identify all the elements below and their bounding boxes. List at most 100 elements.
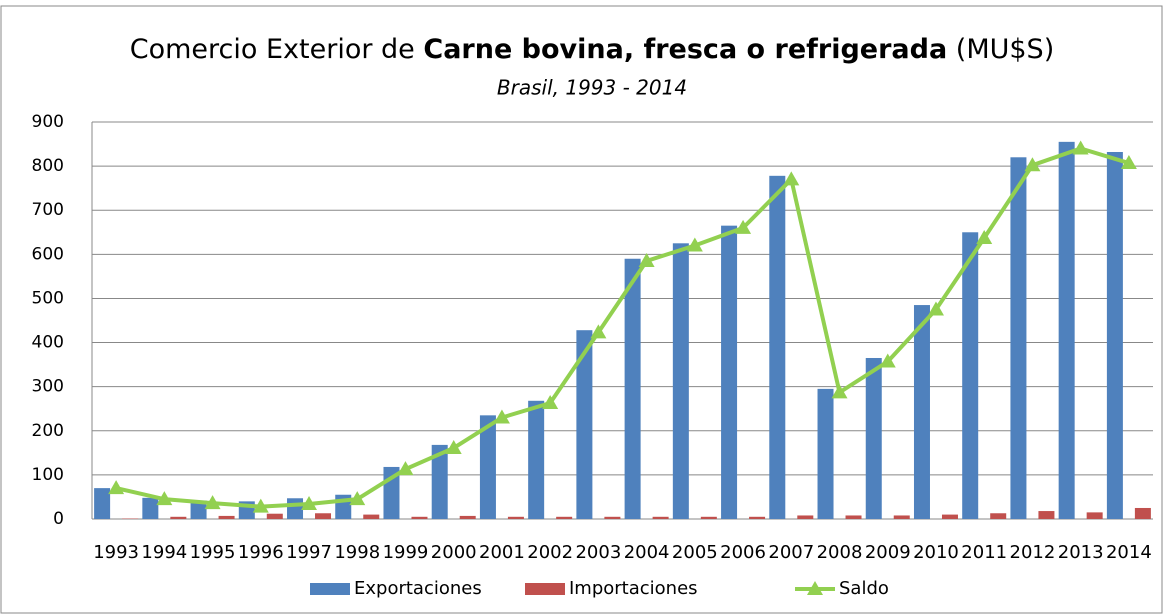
y-tick-label: 800 — [32, 156, 64, 176]
bar — [624, 258, 641, 519]
marker — [493, 409, 510, 424]
bar — [1038, 511, 1055, 519]
bar — [721, 225, 738, 519]
line — [115, 146, 1130, 509]
x-tick-label: 2008 — [817, 542, 863, 563]
bar — [218, 515, 235, 519]
marker — [252, 498, 269, 513]
bar — [411, 516, 428, 519]
legend-label: Exportaciones — [354, 578, 482, 599]
x-tick-label: 2003 — [575, 542, 621, 563]
bar — [769, 175, 786, 519]
y-tick-label: 400 — [32, 333, 64, 353]
marker — [397, 461, 414, 476]
marker — [1024, 157, 1041, 172]
marker — [1072, 140, 1089, 155]
bar — [817, 388, 834, 519]
marker — [590, 324, 607, 339]
x-tick-label: 2012 — [1010, 542, 1056, 563]
bar — [1106, 151, 1123, 520]
marker — [349, 491, 366, 506]
x-tick-label: 1996 — [238, 542, 284, 563]
x-tick-label: 2013 — [1058, 542, 1104, 563]
y-tick-label: 200 — [32, 421, 64, 441]
bar — [528, 400, 545, 519]
y-tick-label: 300 — [32, 377, 64, 397]
x-tick-label: 1997 — [286, 542, 332, 563]
marker — [1120, 155, 1137, 170]
title-part: Comercio Exterior de — [130, 34, 415, 65]
bar — [1134, 507, 1151, 519]
y-tick-label: 600 — [32, 244, 64, 264]
x-tick-label: 2001 — [479, 542, 525, 563]
x-tick-label: 2002 — [527, 542, 573, 563]
y-tick-label: 700 — [32, 200, 64, 220]
x-tick-label: 2011 — [961, 542, 1007, 563]
x-tick-label: 2004 — [624, 542, 670, 563]
bar — [266, 513, 283, 519]
bar — [94, 488, 111, 519]
x-tick-label: 1994 — [141, 542, 187, 563]
legend-label: Saldo — [839, 578, 889, 599]
chart-title: Comercio Exterior de Carne bovina, fresc… — [130, 34, 1054, 65]
bar — [315, 513, 332, 519]
marker — [638, 252, 655, 267]
x-tick-label: 2006 — [720, 542, 766, 563]
x-tick-label: 1993 — [93, 542, 139, 563]
bar — [672, 243, 689, 520]
y-tick-label: 900 — [32, 112, 64, 132]
title-part: Carne bovina, fresca o refrigerada — [423, 34, 947, 65]
x-tick-label: 1998 — [334, 542, 380, 563]
bar — [431, 444, 448, 519]
bar — [865, 357, 882, 519]
bar — [941, 514, 958, 519]
legend-marker — [807, 581, 823, 595]
y-tick-label: 500 — [32, 288, 64, 308]
bar — [287, 498, 304, 519]
bar — [1010, 157, 1027, 520]
bar — [190, 500, 207, 519]
marker — [542, 394, 559, 409]
marker — [976, 230, 993, 245]
x-tick-label: 2009 — [865, 542, 911, 563]
bar — [479, 415, 496, 519]
bar — [652, 516, 669, 519]
bar — [962, 232, 979, 519]
marker — [831, 384, 848, 399]
bar — [507, 516, 524, 519]
marker — [156, 491, 173, 506]
bar — [797, 515, 814, 519]
bar — [845, 515, 862, 519]
x-tick-label: 2000 — [431, 542, 477, 563]
y-tick-label: 100 — [32, 465, 64, 485]
y-tick-label: 0 — [53, 509, 64, 529]
marker — [783, 171, 800, 186]
chart-subtitle: Brasil, 1993 - 2014 — [497, 76, 687, 100]
legend-swatch — [525, 583, 565, 595]
legend-label: Importaciones — [569, 578, 698, 599]
bar — [749, 516, 766, 519]
x-tick-label: 2005 — [672, 542, 718, 563]
x-tick-label: 2007 — [768, 542, 814, 563]
bar — [893, 515, 910, 519]
marker — [108, 480, 125, 495]
marker — [301, 496, 318, 511]
marker — [204, 495, 221, 510]
legend-swatch — [310, 583, 350, 595]
title-part: (MU$S) — [956, 34, 1054, 65]
marker — [735, 219, 752, 234]
bar — [556, 516, 573, 519]
bar — [700, 516, 717, 519]
marker — [445, 439, 462, 454]
bar — [576, 330, 593, 519]
bar — [604, 516, 621, 519]
x-tick-label: 2014 — [1106, 542, 1152, 563]
bar — [363, 514, 380, 519]
bar — [170, 516, 187, 519]
bar — [913, 305, 930, 519]
bar — [1086, 512, 1103, 519]
x-tick-label: 2010 — [913, 542, 959, 563]
bar — [459, 515, 476, 519]
bar — [1058, 141, 1075, 519]
